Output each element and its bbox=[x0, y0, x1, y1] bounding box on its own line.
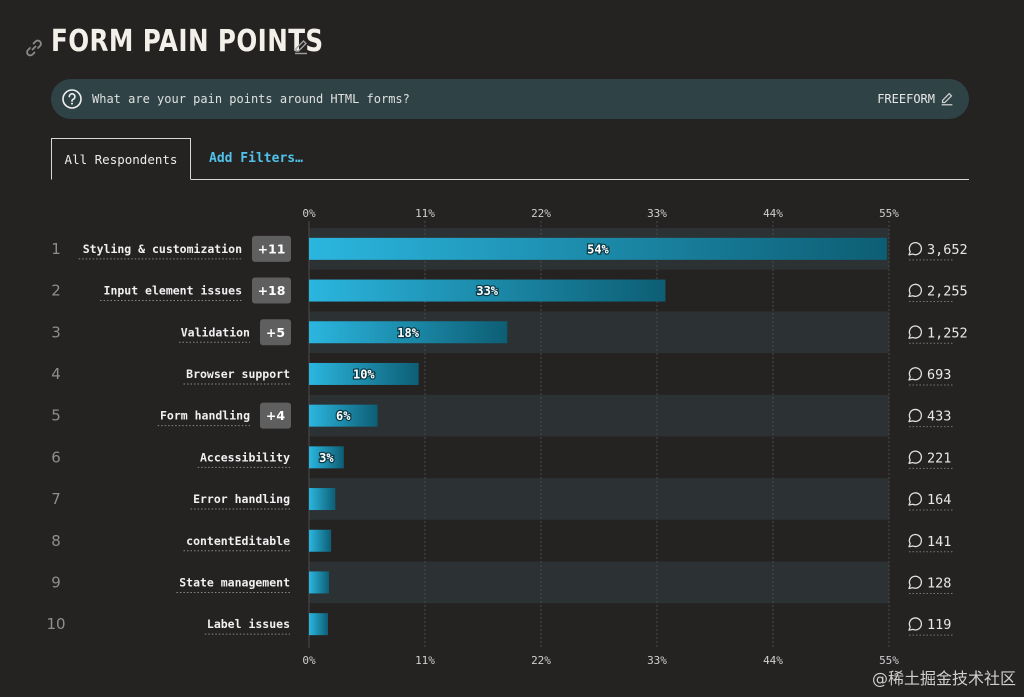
bar bbox=[309, 488, 336, 511]
tick-label-bottom: 11% bbox=[415, 654, 435, 667]
filter-tabs: All Respondents Add Filters… bbox=[51, 138, 969, 180]
extra-badge: +5 bbox=[266, 325, 285, 340]
count-label: 119 bbox=[927, 617, 951, 633]
category-label: Form handling bbox=[160, 409, 250, 423]
row-band bbox=[309, 394, 889, 437]
value-label: 33% bbox=[476, 284, 498, 298]
category-label: Input element issues bbox=[104, 284, 242, 298]
bar bbox=[309, 446, 344, 469]
rank-number: 2 bbox=[51, 282, 61, 300]
comment-icon bbox=[908, 617, 923, 631]
category-label: Styling & customization bbox=[83, 242, 242, 256]
extra-badge: +11 bbox=[258, 241, 286, 256]
bar bbox=[309, 529, 332, 552]
value-label: 54% bbox=[587, 242, 609, 256]
count-label: 2,255 bbox=[927, 284, 968, 300]
tick-label-bottom: 33% bbox=[647, 654, 667, 667]
count-label: 128 bbox=[927, 575, 951, 591]
comment-icon bbox=[908, 408, 923, 423]
comment-icon bbox=[908, 575, 923, 590]
comment-icon bbox=[908, 450, 923, 464]
category-label: contentEditable bbox=[186, 534, 290, 548]
comment-icon bbox=[908, 242, 923, 256]
bar bbox=[309, 237, 887, 260]
question-bar: What are your pain points around HTML fo… bbox=[51, 79, 969, 119]
tick-label-top: 55% bbox=[879, 207, 899, 220]
bar bbox=[309, 279, 666, 302]
count-label: 141 bbox=[927, 534, 951, 550]
tick-label-bottom: 44% bbox=[763, 654, 783, 667]
extra-badge: +18 bbox=[258, 283, 286, 298]
bar bbox=[309, 613, 328, 636]
rank-number: 8 bbox=[51, 532, 61, 550]
value-label: 18% bbox=[397, 326, 419, 340]
tick-label-top: 33% bbox=[647, 207, 667, 220]
count-label: 693 bbox=[927, 367, 951, 383]
row-band bbox=[309, 478, 889, 520]
count-label: 433 bbox=[927, 409, 951, 425]
extra-badge-bg bbox=[252, 277, 291, 304]
page-title: FORM PAIN POINTS bbox=[51, 24, 324, 59]
rank-number: 7 bbox=[51, 490, 61, 508]
tick-label-top: 44% bbox=[763, 207, 783, 220]
value-label: 3% bbox=[319, 451, 334, 465]
rank-number: 9 bbox=[51, 573, 61, 591]
comment-icon bbox=[908, 492, 923, 506]
row-band bbox=[309, 603, 889, 645]
category-label: Error handling bbox=[193, 492, 290, 506]
count-label: 164 bbox=[927, 492, 951, 508]
question-icon bbox=[62, 89, 82, 109]
rank-number: 1 bbox=[51, 240, 61, 258]
category-label: State management bbox=[179, 575, 290, 589]
freeform-button[interactable]: FREEFORM bbox=[877, 91, 955, 107]
rank-number: 6 bbox=[51, 448, 61, 466]
watermark: @稀土掘金技术社区 bbox=[871, 669, 1016, 688]
extra-badge: +4 bbox=[266, 408, 285, 423]
comment-icon bbox=[908, 533, 923, 548]
tick-label-top: 0% bbox=[302, 207, 316, 220]
rank-number: 4 bbox=[51, 365, 61, 383]
tick-label-bottom: 22% bbox=[531, 654, 551, 667]
edit-icon bbox=[941, 92, 953, 106]
tick-label-bottom: 55% bbox=[879, 654, 899, 667]
extra-badge-bg bbox=[260, 319, 291, 346]
edit-title-icon[interactable] bbox=[292, 38, 310, 56]
extra-badge-bg bbox=[252, 235, 291, 262]
bar bbox=[309, 321, 508, 344]
category-label: Validation bbox=[181, 325, 250, 339]
comment-icon bbox=[908, 283, 923, 298]
freeform-label: FREEFORM bbox=[877, 92, 935, 106]
value-label: 6% bbox=[336, 409, 351, 423]
row-band bbox=[309, 436, 889, 479]
bar bbox=[309, 404, 378, 427]
rank-number: 5 bbox=[51, 407, 61, 425]
count-label: 221 bbox=[927, 450, 951, 466]
link-icon[interactable] bbox=[24, 38, 44, 58]
tick-label-bottom: 0% bbox=[302, 654, 316, 667]
row-band bbox=[309, 519, 889, 562]
tick-label-top: 22% bbox=[531, 207, 551, 220]
tab-all-respondents[interactable]: All Respondents bbox=[51, 138, 191, 180]
category-label: Browser support bbox=[186, 367, 290, 381]
tick-label-top: 11% bbox=[415, 207, 435, 220]
bar bbox=[309, 362, 419, 385]
bar bbox=[309, 571, 330, 594]
category-label: Label issues bbox=[207, 617, 290, 631]
value-label: 10% bbox=[353, 367, 375, 381]
category-label: Accessibility bbox=[200, 450, 290, 464]
question-text: What are your pain points around HTML fo… bbox=[92, 92, 410, 106]
comment-icon bbox=[908, 325, 923, 339]
count-label: 3,652 bbox=[927, 242, 968, 258]
comment-icon bbox=[908, 367, 923, 381]
row-band bbox=[309, 561, 889, 604]
count-label: 1,252 bbox=[927, 325, 968, 341]
extra-badge-bg bbox=[260, 402, 291, 429]
rank-number: 3 bbox=[51, 323, 61, 341]
rank-number: 10 bbox=[46, 615, 65, 633]
add-filters-link[interactable]: Add Filters… bbox=[209, 151, 303, 166]
